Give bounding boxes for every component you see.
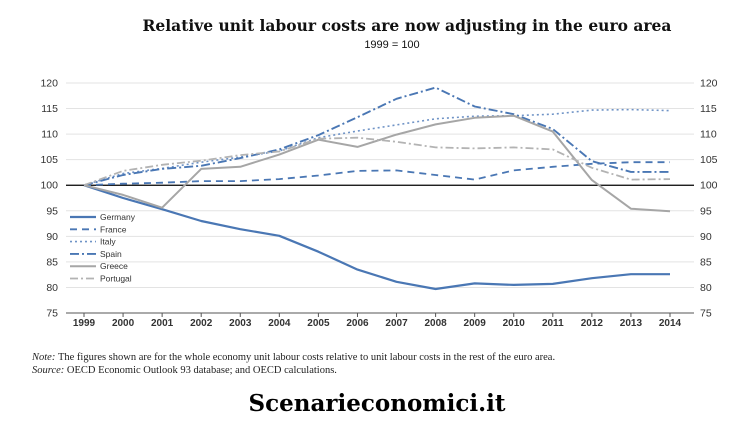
note-label: Note: [32, 352, 56, 363]
x-tick-label: 2009 [464, 318, 487, 329]
y-tick-label-right: 95 [700, 205, 712, 217]
x-tick-label: 2014 [659, 318, 682, 329]
x-axis: 1999 2000 2001 2002 2003 2004 2005 2006 2007 2008… [66, 312, 694, 329]
y-tick-label-right: 120 [700, 78, 718, 90]
line-chart: 75 80 85 90 95 100 105 110 115 120 75 80 85 90 95 100 1… [40, 78, 718, 330]
footnote: Note: The figures shown are for the whol… [32, 351, 555, 377]
x-tick-label: 2012 [581, 318, 604, 329]
series-line-france [83, 161, 670, 187]
y-axis-left: 75 80 85 90 95 100 105 110 115 120 [40, 78, 58, 320]
legend-label-greece: Greece [100, 261, 128, 271]
legend-label-portugal: Portugal [100, 274, 132, 284]
x-tick-label: 2007 [385, 318, 408, 329]
x-tick-label: 2013 [620, 318, 643, 329]
chart-title: Relative unit labour costs are now adjus… [142, 16, 672, 35]
x-tick-label: 2008 [424, 318, 447, 329]
legend-label-germany: Germany [100, 212, 136, 222]
x-tick-label: 2010 [503, 318, 526, 329]
x-tick-label: 2003 [229, 318, 252, 329]
y-tick-label-right: 110 [700, 129, 717, 141]
x-tick-label: 1999 [73, 318, 96, 329]
legend: Germany France Italy Spain Greece Portugal [70, 212, 136, 284]
source-text: OECD Economic Outlook 93 database; and O… [66, 365, 337, 376]
legend-label-france: France [100, 224, 127, 234]
watermark: Scenarieconomici.it [248, 390, 506, 417]
y-tick-label-left: 95 [46, 205, 58, 217]
series-line-portugal [83, 136, 671, 187]
y-tick-label-right: 75 [700, 308, 712, 320]
source-label: Source: [32, 365, 65, 376]
grid-lines [66, 82, 694, 288]
y-tick-label-right: 85 [700, 256, 712, 268]
y-axis-right: 75 80 85 90 95 100 105 110 115 120 [700, 78, 718, 320]
x-tick-label: 2000 [112, 318, 135, 329]
series-line-italy [83, 108, 671, 186]
y-tick-label-right: 80 [700, 282, 712, 294]
x-tick-label: 2011 [542, 318, 564, 329]
y-tick-label-left: 100 [40, 180, 58, 192]
legend-label-spain: Spain [100, 249, 122, 259]
series-line-spain [83, 86, 670, 187]
y-tick-label-left: 115 [41, 103, 58, 115]
x-tick-label: 2002 [190, 318, 213, 329]
series-line-greece [83, 114, 671, 213]
x-tick-label: 2005 [307, 318, 330, 329]
x-tick-label: 2001 [151, 318, 174, 329]
y-tick-label-right: 90 [700, 231, 712, 243]
series-line-germany [83, 184, 670, 291]
y-tick-label-left: 90 [46, 231, 58, 243]
y-tick-label-left: 85 [46, 256, 58, 268]
source-line: Source: OECD Economic Outlook 93 databas… [32, 364, 555, 377]
x-tick-label: 2004 [268, 318, 291, 329]
legend-label-italy: Italy [100, 237, 116, 247]
y-tick-label-right: 100 [700, 180, 718, 192]
chart-subtitle: 1999 = 100 [364, 39, 420, 51]
y-tick-label-right: 105 [700, 154, 718, 166]
note-text: The figures shown are for the whole econ… [57, 352, 556, 363]
note-line: Note: The figures shown are for the whol… [32, 351, 555, 364]
y-tick-label-left: 110 [41, 129, 58, 141]
y-tick-label-left: 120 [40, 78, 58, 90]
y-tick-label-left: 80 [46, 282, 58, 294]
y-tick-label-right: 115 [700, 103, 717, 115]
series-lines [83, 86, 671, 291]
y-tick-label-left: 105 [40, 154, 58, 166]
x-tick-label: 2006 [346, 318, 369, 329]
y-tick-label-left: 75 [46, 308, 58, 320]
